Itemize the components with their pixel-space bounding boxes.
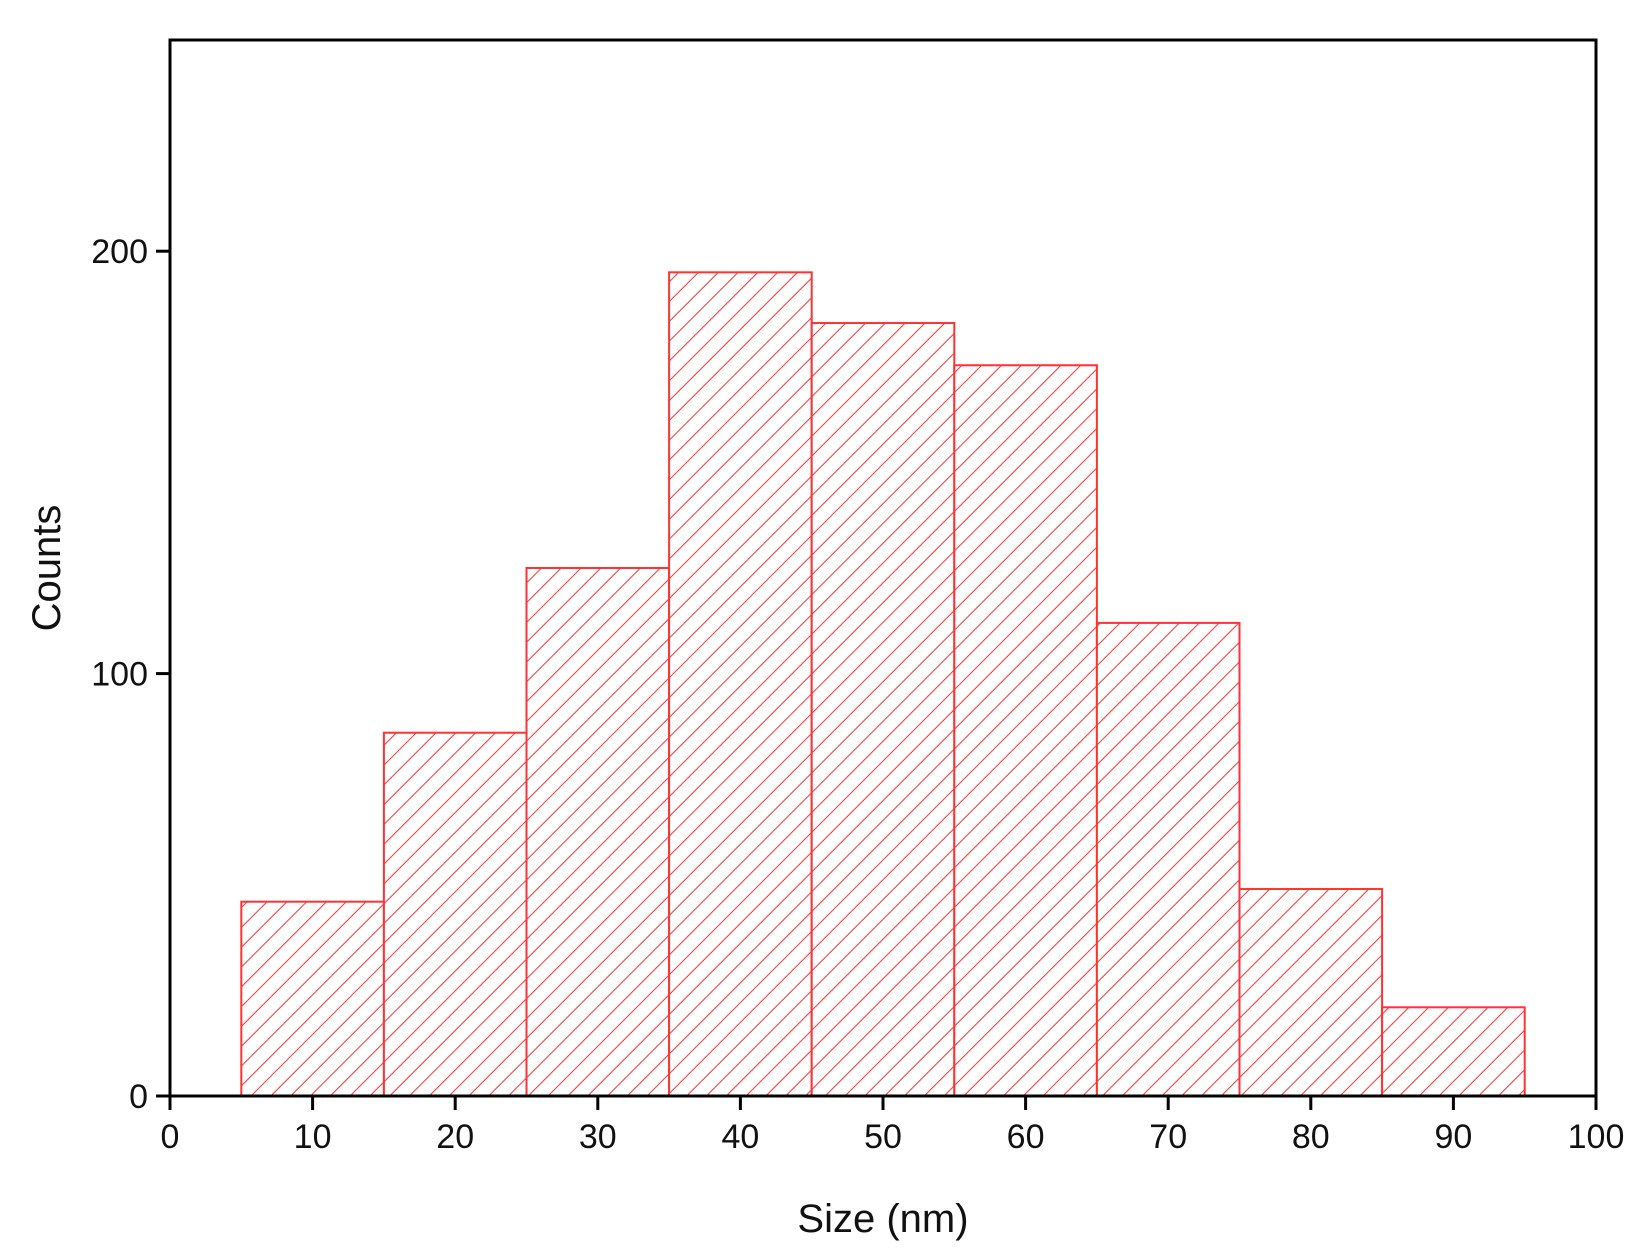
x-tick-label: 100 [1568, 1118, 1625, 1156]
x-tick-label: 90 [1434, 1118, 1472, 1156]
y-tick-label: 100 [91, 656, 148, 694]
x-tick-label: 70 [1149, 1118, 1187, 1156]
histogram-bar-3 [525, 567, 671, 1097]
x-tick-label: 30 [579, 1118, 617, 1156]
x-axis-title: Size (nm) [797, 1197, 968, 1241]
x-tick-label: 0 [161, 1118, 180, 1156]
x-tick-label: 10 [294, 1118, 332, 1156]
y-tick-label: 200 [91, 233, 148, 271]
x-tick-label: 60 [1007, 1118, 1045, 1156]
x-tick-label: 40 [721, 1118, 759, 1156]
x-tick-label: 20 [436, 1118, 474, 1156]
y-axis-title: Counts [25, 505, 69, 632]
histogram-bar-4 [668, 271, 813, 1097]
y-tick-label: 0 [129, 1078, 148, 1116]
histogram-bar-7 [1095, 621, 1241, 1097]
histogram-bar-9 [1381, 1006, 1526, 1098]
histogram-bar-8 [1238, 888, 1384, 1097]
histogram-bar-1 [240, 900, 385, 1097]
bars-layer [240, 271, 1526, 1098]
histogram-bar-2 [382, 731, 528, 1098]
y-axis: 0 100 200 [91, 233, 170, 1116]
x-axis: 0 10 20 30 40 50 60 70 80 90 100 [161, 1096, 1625, 1156]
histogram-bar-5 [810, 322, 956, 1097]
x-tick-label: 80 [1292, 1118, 1330, 1156]
x-tick-label: 50 [864, 1118, 902, 1156]
histogram-bar-6 [953, 364, 1098, 1097]
